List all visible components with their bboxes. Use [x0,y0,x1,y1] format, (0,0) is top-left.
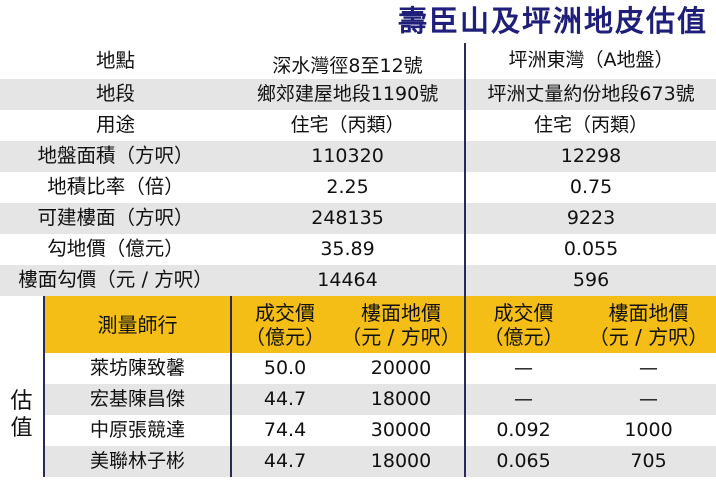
table-row: 地盤面積（方呎） 110320 12298 [0,141,716,172]
row-label: 勾地價（億元） [47,237,184,261]
table-row: 美聯林子彬 44.7 18000 0.065 705 [0,446,716,477]
row-label: 地段 [0,79,232,110]
site-a-price-header: 成交價 （億元） [231,296,339,353]
site-b-price: — [465,353,582,384]
site-b-value: 0.055 [563,237,619,260]
valuation-spacer [0,296,44,353]
valuation-table: 地點 深水灣徑8至12號 坪洲東灣（A地盤） 地段 鄉郊建屋地段1190號 坪洲… [0,43,716,477]
site-a-price: 74.4 [231,415,339,446]
site-b-floor-header: 樓面地價 （元 / 方呎） [581,296,716,353]
valuation-header-row: 測量師行 成交價 （億元） 樓面地價 （元 / 方呎） 成交價 （億元） 樓面地價 （元… [0,296,716,353]
row-label: 地盤面積（方呎） [0,141,232,172]
row-label: 可建樓面（方呎） [0,203,232,234]
site-b-price: — [465,384,582,415]
firm-name: 中原張競達 [42,415,233,446]
site-a-floor: 18000 [338,446,467,477]
table-row: 估值 萊坊陳致馨 50.0 20000 — — [0,353,716,477]
site-b-value: 住宅（丙類） [534,113,649,136]
site-a-value: 2.25 [231,172,467,203]
table-row: 勾地價（億元） 35.89 0.055 [0,234,716,265]
site-a-value: 住宅（丙類） [231,110,467,141]
site-b-floor: 1000 [581,415,716,446]
table-row: 中原張競達 74.4 30000 0.092 1000 [0,415,716,446]
row-label: 樓面勾價（元 / 方呎） [0,265,232,296]
valuation-side-label: 估值 [0,353,44,477]
firm-name: 美聯林子彬 [42,446,233,477]
site-a-floor: 20000 [338,353,467,384]
location-label: 地點 [96,48,136,72]
table-row: 可建樓面（方呎） 248135 9223 [0,203,716,234]
site-b-floor: — [581,353,716,384]
site-b-price: 0.092 [465,415,582,446]
site-a-floor: 18000 [338,384,467,415]
site-b-value: 596 [465,265,716,296]
site-b-floor: — [581,384,716,415]
header-row: 地點 深水灣徑8至12號 坪洲東灣（A地盤） [0,43,716,79]
table-row: 用途 住宅（丙類） 住宅（丙類） [0,110,716,141]
site-b-floor: 705 [581,446,716,477]
site-a-floor: 30000 [338,415,467,446]
site-a-value: 14464 [231,265,467,296]
site-a-price: 44.7 [231,446,339,477]
site-b-name: 坪洲東灣（A地盤） [508,49,674,72]
site-a-value: 35.89 [231,234,467,265]
site-a-price: 50.0 [231,353,339,384]
table-row: 樓面勾價（元 / 方呎） 14464 596 [0,265,716,296]
site-a-value: 110320 [231,141,467,172]
site-a-value: 248135 [231,203,467,234]
firm-name: 宏基陳昌傑 [42,384,233,415]
site-a-name: 深水灣徑8至12號 [231,43,467,79]
table-title: 壽臣山及坪洲地皮估值 [397,4,708,38]
row-label: 用途 [96,113,136,137]
firm-header: 測量師行 [42,296,233,353]
table-row: 宏基陳昌傑 44.7 18000 — — [0,384,716,415]
site-b-value: 坪洲丈量約份地段673號 [465,79,716,110]
site-a-value: 鄉郊建屋地段1190號 [231,79,467,110]
site-a-price: 44.7 [231,384,339,415]
firm-name: 萊坊陳致馨 [42,353,233,384]
row-label: 地積比率（倍） [47,175,184,199]
site-b-value: 0.75 [569,175,613,198]
site-b-value: 12298 [465,141,716,172]
site-b-price-header: 成交價 （億元） [465,296,582,353]
site-b-value: 9223 [465,203,716,234]
site-a-floor-header: 樓面地價 （元 / 方呎） [338,296,467,353]
site-b-price: 0.065 [465,446,582,477]
table-row: 地段 鄉郊建屋地段1190號 坪洲丈量約份地段673號 [0,79,716,110]
table-row: 地積比率（倍） 2.25 0.75 [0,172,716,203]
